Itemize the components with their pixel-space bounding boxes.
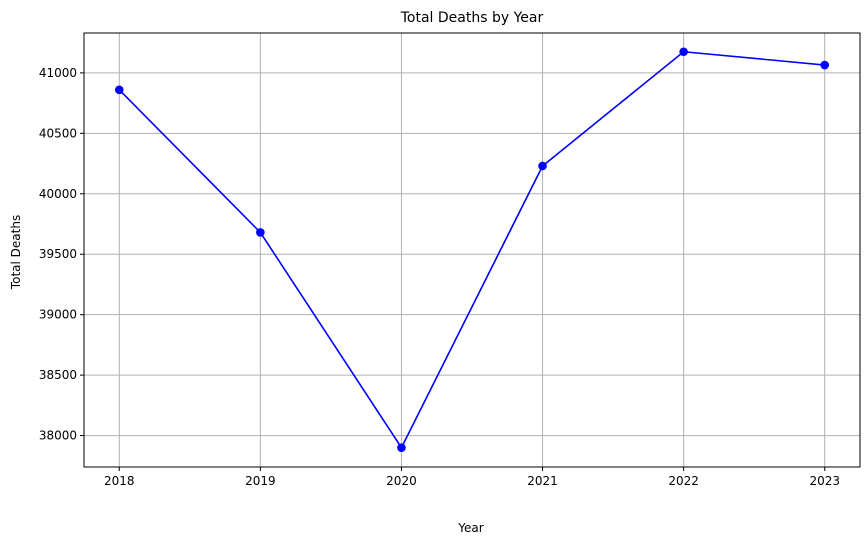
plot-background <box>84 33 860 467</box>
y-tick-label: 39000 <box>39 308 77 322</box>
data-point <box>679 47 688 57</box>
x-tick-label: 2020 <box>386 474 417 488</box>
x-tick-label: 2018 <box>104 474 135 488</box>
y-tick-label: 40000 <box>39 187 77 201</box>
chart-title: Total Deaths by Year <box>400 10 544 26</box>
y-tick-label: 39500 <box>39 247 77 261</box>
plot-area: 2018 2019 2020 2021 2022 2023 38000 38500 39000 3… <box>39 32 861 488</box>
series-layer <box>114 47 830 452</box>
data-point <box>820 60 830 70</box>
series-line <box>118 50 825 449</box>
gridlines <box>84 33 860 467</box>
x-tick-label: 2023 <box>809 474 840 488</box>
x-tick-label: 2019 <box>245 474 276 488</box>
y-tick-label: 38000 <box>39 429 77 443</box>
y-axis-label: Total Deaths <box>9 215 23 290</box>
data-point <box>397 443 406 452</box>
tick-layer: 2018 2019 2020 2021 2022 2023 38000 38500 39000 3… <box>39 66 840 488</box>
data-point <box>538 161 547 171</box>
x-tick-label: 2021 <box>527 474 558 488</box>
y-tick-label: 40500 <box>39 126 77 140</box>
data-point <box>256 228 265 237</box>
x-axis-label: Year <box>457 521 483 535</box>
y-tick-label: 38500 <box>39 368 77 382</box>
x-tick-label: 2022 <box>668 474 699 488</box>
plot-frame <box>83 32 861 468</box>
y-tick-label: 41000 <box>39 66 77 80</box>
data-point <box>114 85 124 95</box>
